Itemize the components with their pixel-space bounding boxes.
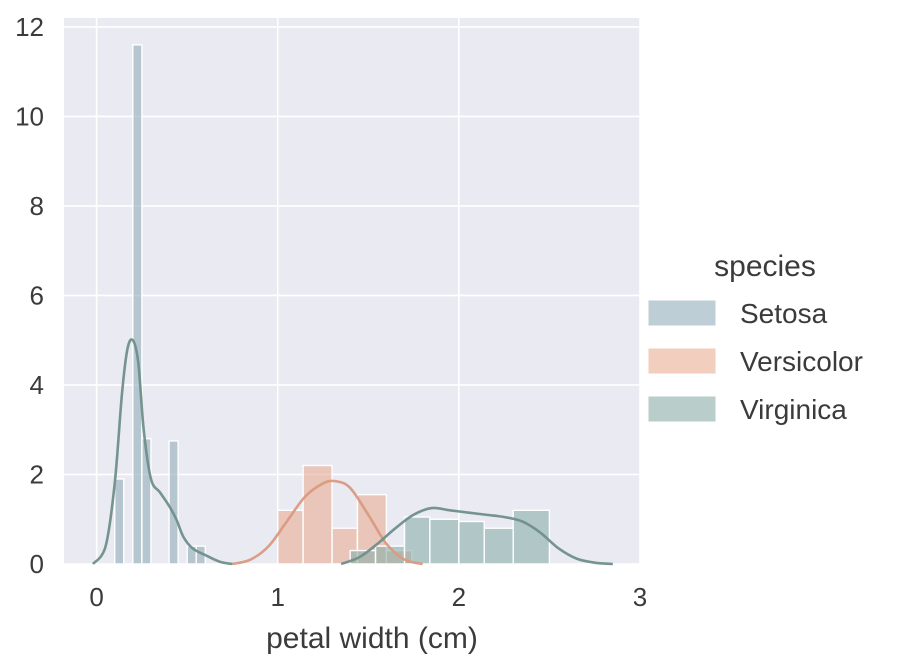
legend-label-versicolor: Versicolor — [740, 346, 863, 377]
histogram-bar — [403, 516, 431, 565]
histogram-bar — [132, 44, 143, 565]
legend-title: species — [714, 250, 816, 283]
histogram-bar — [277, 509, 304, 565]
y-tick-label: 0 — [30, 549, 44, 579]
y-tick-label: 6 — [30, 280, 44, 310]
legend-swatch-setosa — [647, 299, 717, 327]
y-tick-label: 12 — [15, 12, 44, 42]
histogram-bar — [114, 478, 125, 565]
kde-line-setosa — [91, 338, 233, 566]
x-tick-label: 0 — [89, 582, 103, 612]
x-axis-label: petal width (cm) — [266, 622, 478, 655]
legend-swatch-virginica — [647, 395, 717, 423]
x-tick-label: 2 — [452, 582, 466, 612]
legend-swatch-versicolor — [647, 347, 717, 375]
y-tick-label: 4 — [30, 370, 44, 400]
kde-line-versicolor — [232, 479, 423, 566]
x-tick-label: 3 — [633, 582, 647, 612]
histogram-bar — [483, 527, 514, 565]
legend: species Setosa Versicolor Virginica — [647, 250, 863, 425]
y-tick-label: 10 — [15, 101, 44, 131]
series-setosa — [114, 44, 206, 565]
legend-label-virginica: Virginica — [740, 394, 847, 425]
histogram-bar — [349, 549, 377, 565]
histogram-bar — [141, 437, 152, 565]
legend-label-setosa: Setosa — [740, 298, 828, 329]
y-tick-label: 8 — [30, 191, 44, 221]
histogram-bar — [429, 518, 460, 565]
plot-background — [64, 18, 640, 564]
series-virginica — [349, 509, 551, 565]
histogram-bar — [168, 440, 179, 565]
kde-line-virginica — [340, 506, 613, 566]
x-tick-label: 1 — [271, 582, 285, 612]
histogram-bar — [458, 520, 485, 565]
y-tick-label: 2 — [30, 459, 44, 489]
